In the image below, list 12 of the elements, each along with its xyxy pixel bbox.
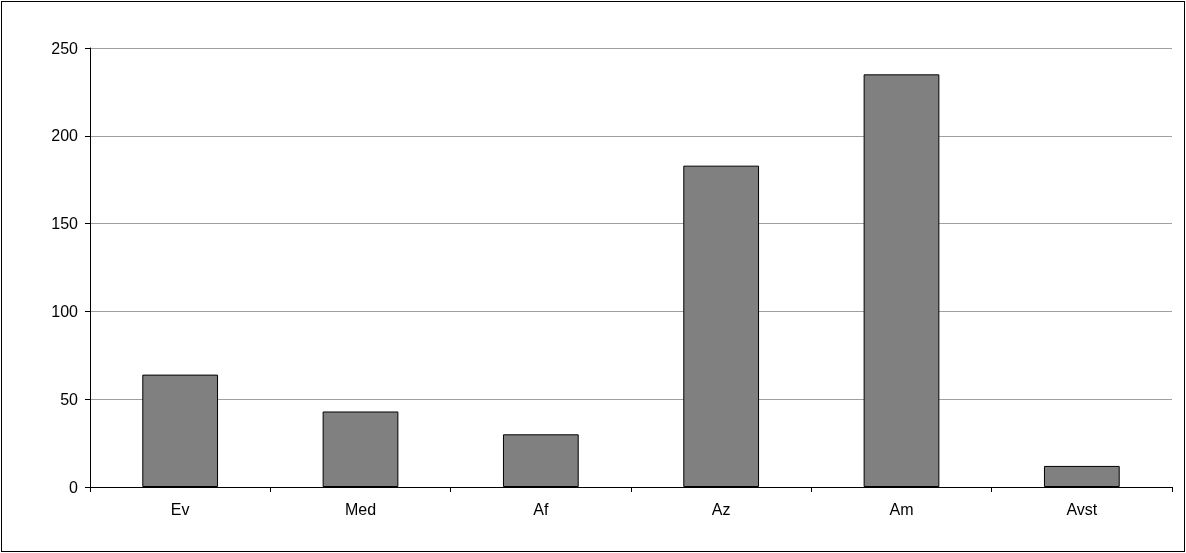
x-tick-label: Am [889, 500, 914, 518]
x-tick-label: Af [533, 500, 549, 518]
y-tick-label: 50 [60, 390, 79, 408]
y-tick-label: 150 [51, 215, 79, 233]
x-tick-label: Az [711, 500, 731, 518]
y-tick-label: 200 [51, 127, 79, 145]
y-tick-label: 100 [51, 302, 79, 320]
y-tick-label: 250 [51, 39, 79, 57]
x-tick-label: Ev [170, 500, 190, 518]
y-tick-label: 0 [69, 478, 79, 496]
x-tick-label: Avst [1066, 500, 1098, 518]
x-tick-label: Med [344, 500, 377, 518]
